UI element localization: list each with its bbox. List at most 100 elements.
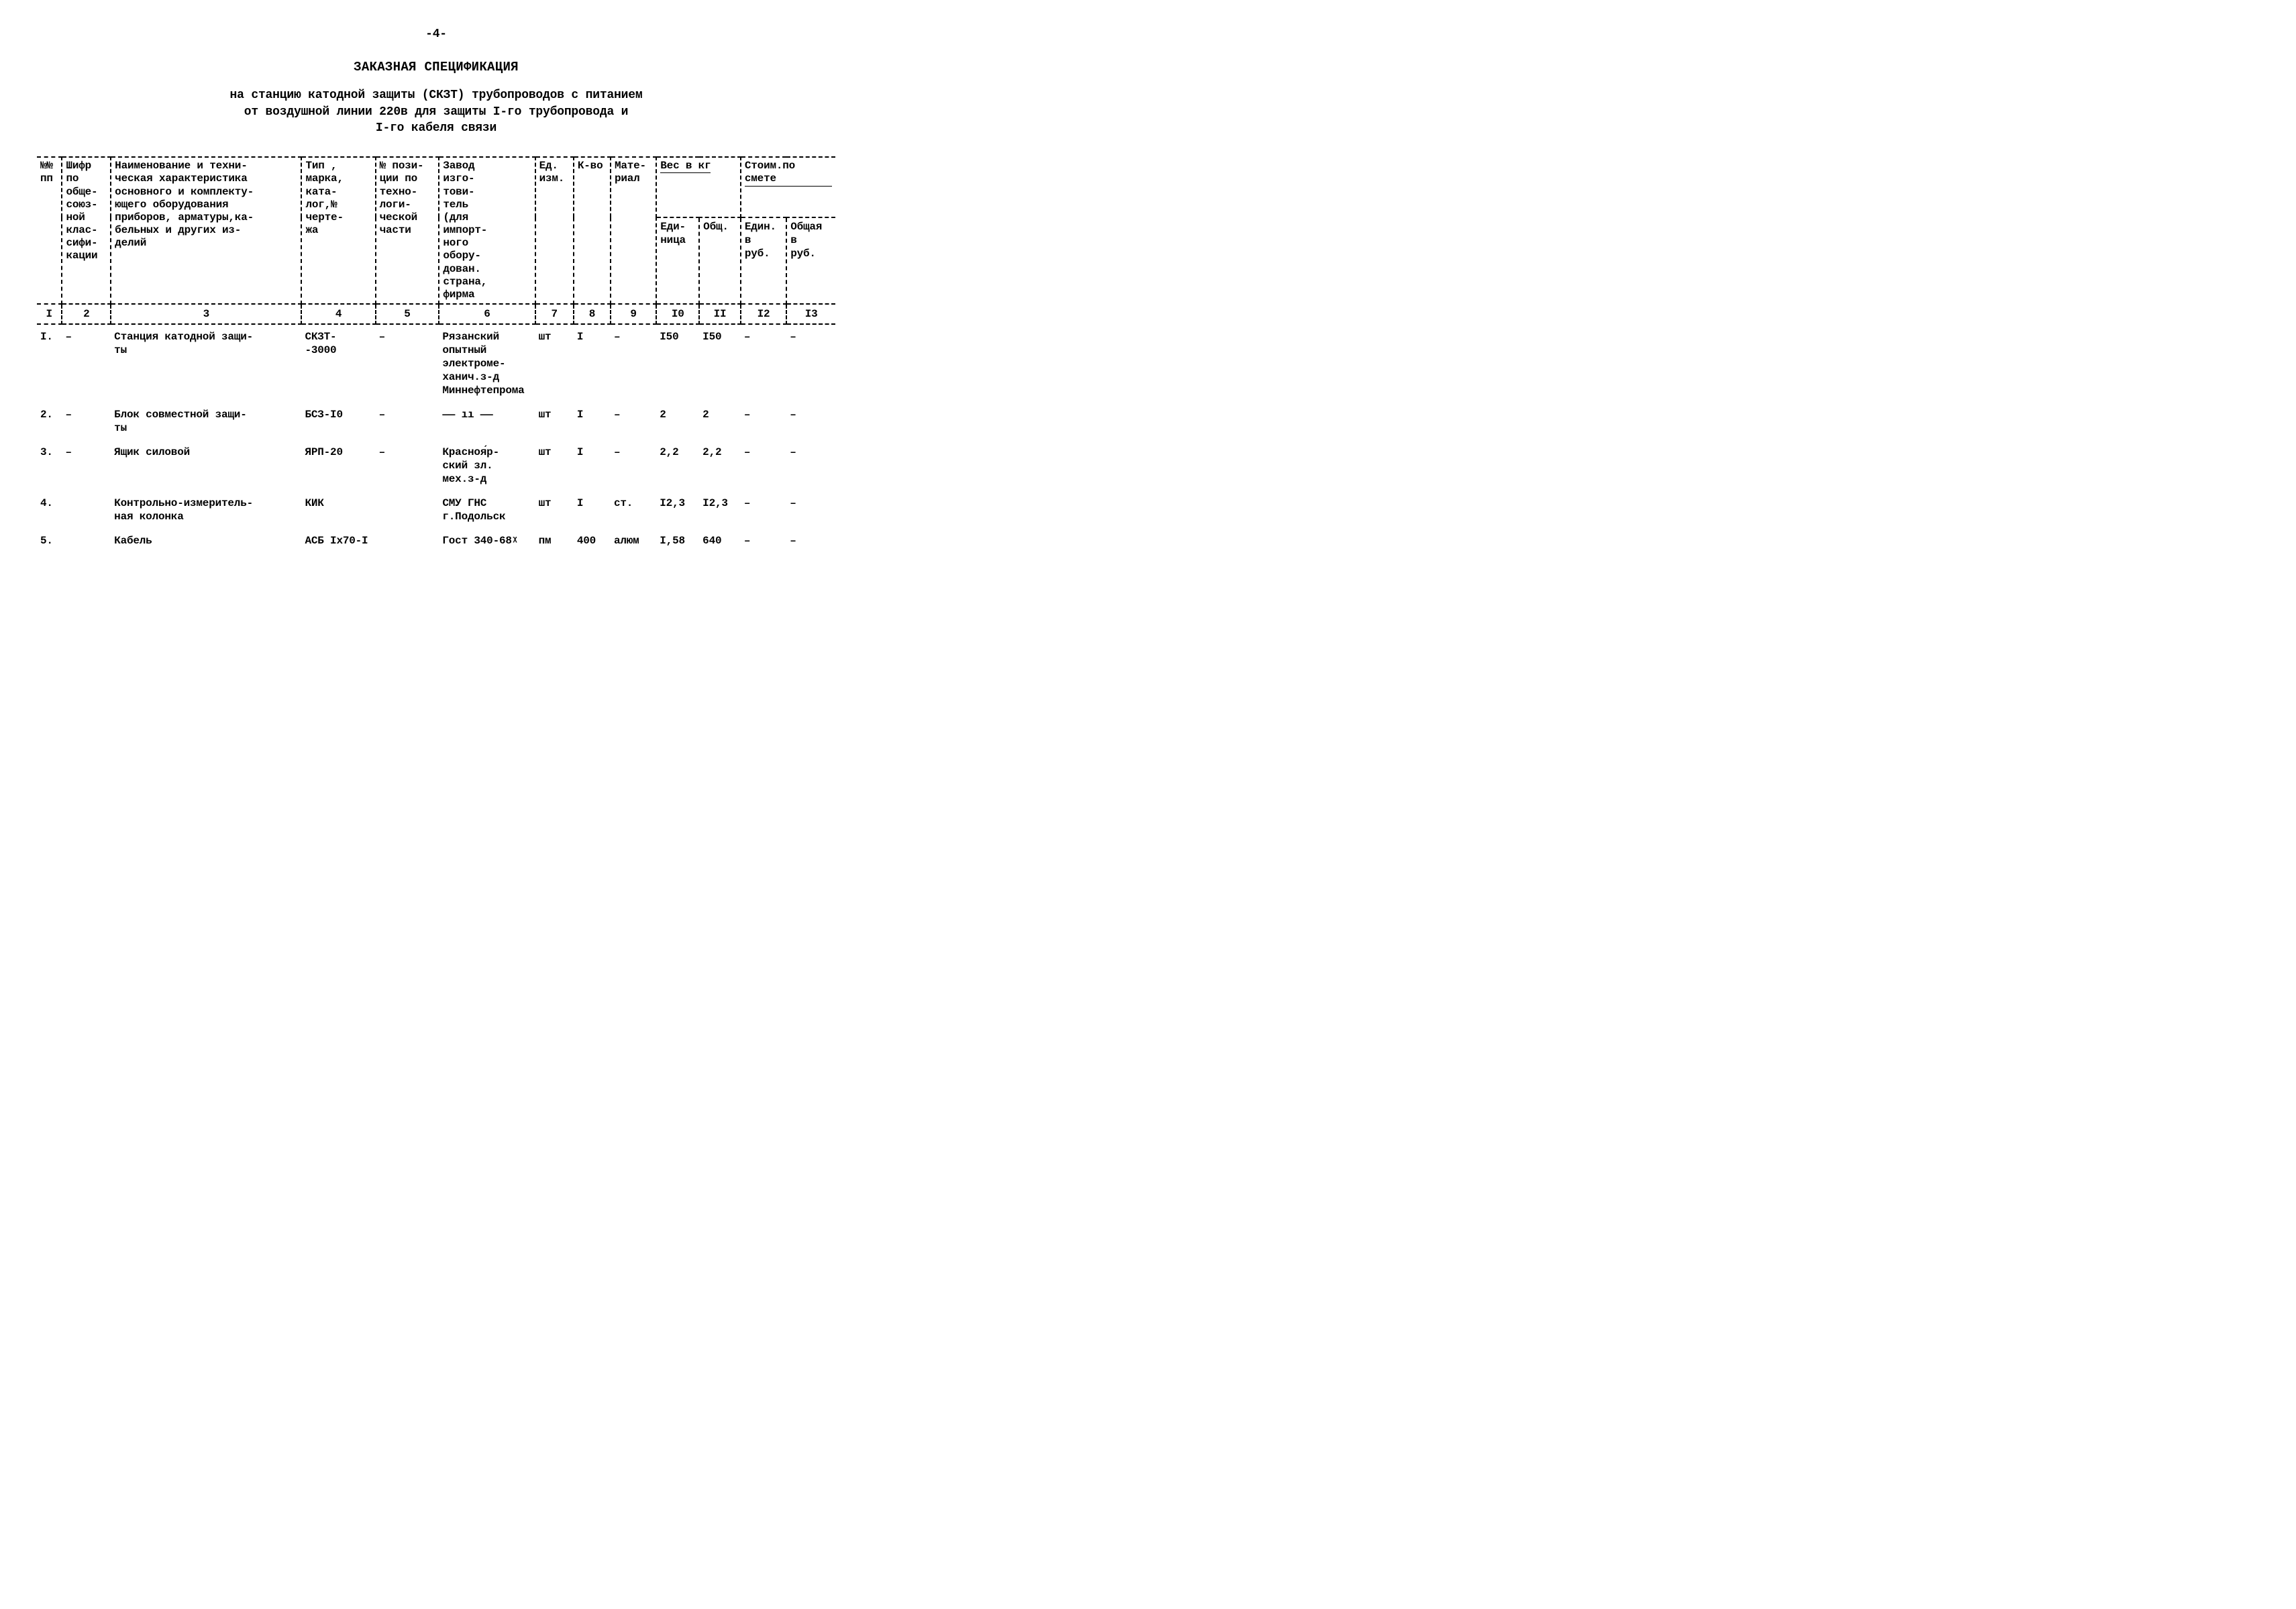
cell-w-unit: I2,3 [656, 491, 699, 529]
table-row: 3.–Ящик силовойЯРП-20–Красноя́р-ский зл.… [37, 440, 835, 491]
doc-heading: ЗАКАЗНАЯ СПЕЦИФИКАЦИЯ [37, 60, 835, 76]
cell-name: Контрольно-измеритель-ная колонка [111, 491, 301, 529]
cell-name: Ящик силовой [111, 440, 301, 491]
cell-w-tot: 2 [699, 403, 741, 440]
cell-qty: I [574, 440, 611, 491]
cell-c-tot: – [786, 529, 835, 553]
table-row: 2.–Блок совместной защи-тыБСЗ-I0–—— ıı —… [37, 403, 835, 440]
cell-code: – [62, 440, 111, 491]
cell-code [62, 491, 111, 529]
column-number-row: I 2 3 4 5 6 7 8 9 I0 II I2 I3 [37, 304, 835, 324]
cell-type: ЯРП-20 [301, 440, 375, 491]
cell-w-tot: 640 [699, 529, 741, 553]
table-row: I.–Станция катодной защи-тыСКЗТ--3000–Ря… [37, 324, 835, 403]
cell-type: СКЗТ--3000 [301, 324, 375, 403]
cell-pos: – [376, 324, 439, 403]
cell-w-unit: 2,2 [656, 440, 699, 491]
subtitle-line-1: на станцию катодной защиты (СКЗТ) трубоп… [230, 89, 643, 102]
page-number: -4- [37, 27, 835, 42]
cell-maker: —— ıı —— [439, 403, 535, 440]
cell-qty: I [574, 491, 611, 529]
cell-w-unit: I50 [656, 324, 699, 403]
cell-w-tot: 2,2 [699, 440, 741, 491]
coln-5: 5 [376, 304, 439, 324]
cell-c-unit: – [741, 403, 786, 440]
hdr-c11-group-label: Стоим.по смете [745, 160, 832, 186]
hdr-c9: Мате-риал [611, 157, 656, 304]
coln-13: I3 [786, 304, 835, 324]
cell-n: I. [37, 324, 62, 403]
coln-4: 4 [301, 304, 375, 324]
cell-type: КИК [301, 491, 375, 529]
cell-unit: пм [535, 529, 574, 553]
hdr-c3: Наименование и техни-ческая характеристи… [111, 157, 301, 304]
cell-unit: шт [535, 440, 574, 491]
cell-mat: – [611, 324, 656, 403]
cell-n: 2. [37, 403, 62, 440]
header-row-1: №№пп Шифрпообще-союз-нойклас-сифи-кации … [37, 157, 835, 217]
hdr-c6: Заводизго-тови-тель(дляимпорт-ногообору-… [439, 157, 535, 304]
cell-qty: 400 [574, 529, 611, 553]
hdr-c8: К-во [574, 157, 611, 304]
cell-maker: Гост 340-68ᵡ [439, 529, 535, 553]
cell-code: – [62, 403, 111, 440]
table-row: 4. Контрольно-измеритель-ная колонкаКИК СМ… [37, 491, 835, 529]
cell-unit: шт [535, 491, 574, 529]
cell-c-tot: – [786, 403, 835, 440]
hdr-c5: № пози-ции потехно-логи-ческойчасти [376, 157, 439, 304]
subtitle-line-2: от воздушной линии 220в для защиты I-го … [244, 105, 629, 119]
cell-code: – [62, 324, 111, 403]
hdr-c4: Тип ,марка,ката-лог,№черте-жа [301, 157, 375, 304]
cell-n: 5. [37, 529, 62, 553]
coln-7: 7 [535, 304, 574, 324]
cell-name: Блок совместной защи-ты [111, 403, 301, 440]
spec-table: №№пп Шифрпообще-союз-нойклас-сифи-кации … [37, 156, 835, 553]
cell-n: 3. [37, 440, 62, 491]
cell-mat: ст. [611, 491, 656, 529]
hdr-c1: №№пп [37, 157, 62, 304]
cell-w-unit: 2 [656, 403, 699, 440]
coln-2: 2 [62, 304, 111, 324]
cell-name: Станция катодной защи-ты [111, 324, 301, 403]
cell-n: 4. [37, 491, 62, 529]
cell-code [62, 529, 111, 553]
cell-type: БСЗ-I0 [301, 403, 375, 440]
hdr-c7: Ед.изм. [535, 157, 574, 304]
cell-c-unit: – [741, 324, 786, 403]
coln-11: II [699, 304, 741, 324]
cell-type: АСБ Iх70-I [301, 529, 375, 553]
cell-pos: – [376, 440, 439, 491]
cell-pos [376, 491, 439, 529]
cell-qty: I [574, 403, 611, 440]
cell-unit: шт [535, 403, 574, 440]
coln-6: 6 [439, 304, 535, 324]
coln-12: I2 [741, 304, 786, 324]
cell-unit: шт [535, 324, 574, 403]
cell-w-tot: I2,3 [699, 491, 741, 529]
hdr-c2: Шифрпообще-союз-нойклас-сифи-кации [62, 157, 111, 304]
cell-c-tot: – [786, 324, 835, 403]
coln-1: I [37, 304, 62, 324]
table-row: 5.КабельАСБ Iх70-IГост 340-68ᵡпм400алюмI… [37, 529, 835, 553]
cell-c-tot: – [786, 440, 835, 491]
cell-w-tot: I50 [699, 324, 741, 403]
cell-name: Кабель [111, 529, 301, 553]
cell-qty: I [574, 324, 611, 403]
coln-10: I0 [656, 304, 699, 324]
hdr-c11a: Един.вруб. [741, 217, 786, 304]
cell-c-tot: – [786, 491, 835, 529]
hdr-c11b: Общаявруб. [786, 217, 835, 304]
cell-maker: Красноя́р-ский зл.мех.з-д [439, 440, 535, 491]
hdr-c11-group: Стоим.по смете [741, 157, 835, 217]
cell-c-unit: – [741, 491, 786, 529]
cell-maker: СМУ ГНСг.Подольск [439, 491, 535, 529]
cell-c-unit: – [741, 529, 786, 553]
hdr-c10b: Общ. [699, 217, 741, 304]
cell-maker: Рязанскийопытныйэлектроме-ханич.з-дМинне… [439, 324, 535, 403]
cell-mat: – [611, 440, 656, 491]
hdr-c10-group-label: Вес в кг [660, 160, 711, 173]
doc-subtitle: на станцию катодной защиты (СКЗТ) трубоп… [168, 87, 705, 136]
hdr-c10a: Еди-ница [656, 217, 699, 304]
cell-pos: – [376, 403, 439, 440]
coln-8: 8 [574, 304, 611, 324]
